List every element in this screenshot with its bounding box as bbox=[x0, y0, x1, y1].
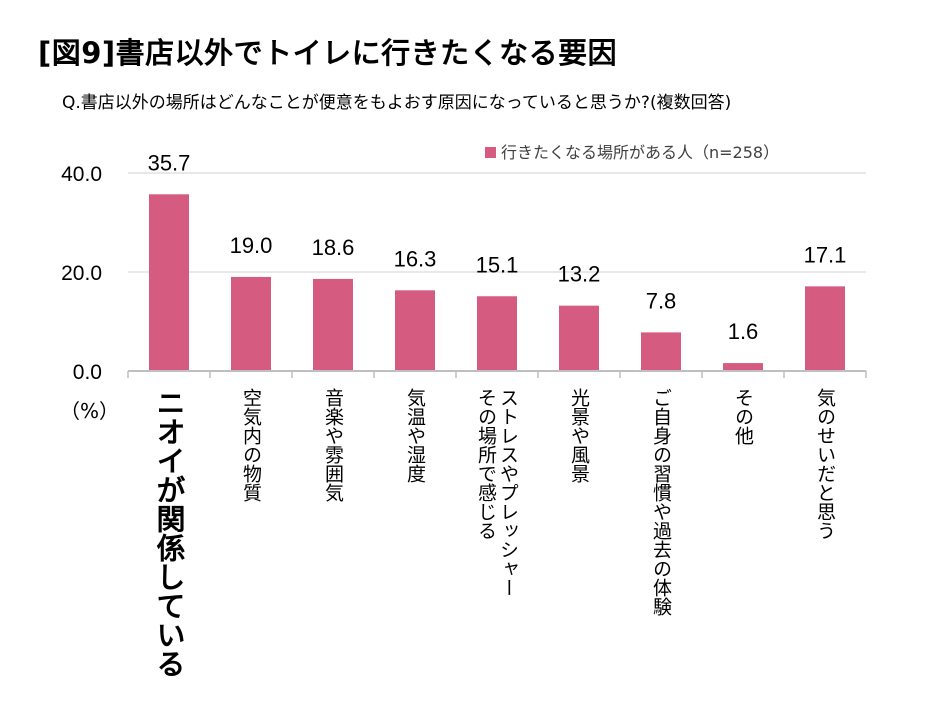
bar bbox=[313, 278, 353, 371]
legend-label: 行きたくなる場所がある人（n=258） bbox=[501, 143, 779, 162]
x-tick-label: 空気内の物質 bbox=[240, 388, 262, 502]
x-tick-label: 光景や風景 bbox=[568, 388, 590, 483]
x-tick-label: ご自身の習慣や過去の体験 bbox=[650, 388, 672, 617]
y-tick-label: 40.0 bbox=[61, 163, 102, 186]
data-label: 7.8 bbox=[646, 288, 677, 313]
bar bbox=[477, 296, 517, 371]
y-axis-label: （%） bbox=[60, 399, 119, 423]
bar bbox=[805, 286, 845, 371]
legend-swatch bbox=[485, 147, 496, 158]
chart-title: [図9]書店以外でトイレに行きたくなる要因 bbox=[38, 36, 618, 70]
bar bbox=[149, 194, 189, 371]
bar bbox=[723, 363, 763, 371]
bar bbox=[395, 290, 435, 371]
data-label: 35.7 bbox=[148, 150, 191, 175]
x-tick-label: 気のせいだと思う bbox=[814, 388, 836, 540]
data-label: 15.1 bbox=[476, 252, 519, 277]
y-tick-label: 0.0 bbox=[73, 361, 102, 384]
data-label: 13.2 bbox=[558, 262, 601, 287]
x-tick-label: その場所で感じる bbox=[475, 388, 497, 540]
x-tick-label: ストレスやプレッシャー bbox=[497, 388, 519, 597]
y-tick-label: 20.0 bbox=[61, 262, 102, 285]
data-label: 1.6 bbox=[728, 319, 759, 344]
data-label: 19.0 bbox=[230, 233, 273, 258]
bar bbox=[559, 305, 599, 371]
chart-subtitle: Q.書店以外の場所はどんなことが便意をもよおす原因になっていると思うか?(複数回… bbox=[62, 93, 732, 113]
x-tick-label: 気温や湿度 bbox=[404, 388, 426, 483]
x-tick-label: 音楽や雰囲気 bbox=[322, 388, 344, 502]
x-tick-label: その他 bbox=[732, 388, 754, 445]
data-label: 17.1 bbox=[804, 242, 847, 267]
x-tick-label: ニオイが関係している bbox=[152, 388, 186, 678]
data-label: 18.6 bbox=[312, 235, 355, 260]
data-label: 16.3 bbox=[394, 246, 437, 271]
bar bbox=[231, 276, 271, 371]
bar bbox=[641, 332, 681, 371]
